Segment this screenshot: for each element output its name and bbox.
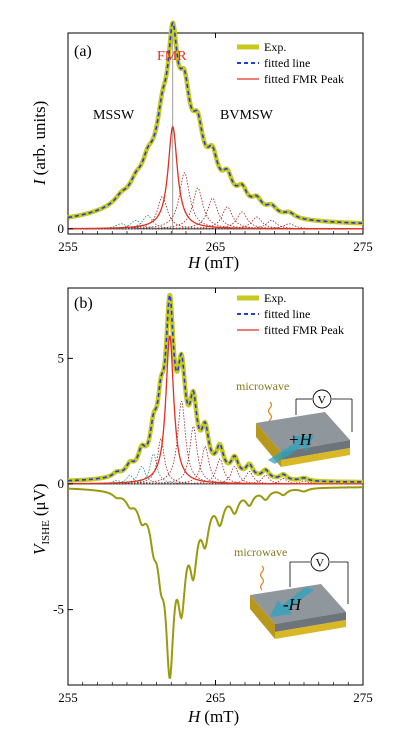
panel-a-legend: Exp. fitted line fitted FMR Peak [237, 40, 344, 86]
panel-b-xlabel: H (mT) [187, 707, 239, 726]
substrate-yellow-left-2 [250, 595, 275, 639]
legend-b-fmr-label: fitted FMR Peak [264, 323, 344, 337]
fmr-annotation: FMR [157, 49, 187, 64]
panel-a-xlabel: H (mT) [187, 253, 239, 272]
panel-b-xtick-label-1: 265 [206, 690, 226, 705]
panel-a-ylabel-unit: (arb. units) [30, 101, 49, 176]
mssw-annotation: MSSW [93, 108, 135, 123]
substrate-yellow [281, 448, 350, 467]
field-arrow-icon [268, 436, 314, 464]
panel-a-ylabel-var: I [30, 178, 49, 186]
sample-side [281, 440, 350, 460]
field-label-2: -H [283, 595, 303, 614]
substrate-yellow-2 [275, 620, 346, 639]
microwave-label-2: microwave [234, 545, 287, 559]
panel-a-xtick-label-2: 275 [353, 239, 373, 254]
panel-b-xlabel-unit: (mT) [204, 707, 239, 726]
panel-b-xtick-label-2: 275 [353, 690, 373, 705]
panel-a-xtick-label-0: 255 [58, 239, 78, 254]
panel-a-ytick-label-0: 0 [58, 221, 65, 236]
panel-b-ytick-label-2: -5 [53, 602, 64, 617]
panel-a-ticks: 255 265 275 0 [58, 33, 373, 254]
panel-b-negative-field-line [67, 486, 363, 680]
panel-a-exp-line [66, 20, 365, 226]
panel-b-xlabel-var: H [187, 707, 202, 726]
panel-b-fitted-line [67, 294, 364, 483]
panel-b-legend: Exp. fitted line fitted FMR Peak [237, 291, 344, 337]
panel-b-ytick-label-1: 0 [58, 476, 65, 491]
panel-a-label: (a) [74, 43, 92, 60]
legend-fitted-label: fitted line [264, 56, 310, 70]
voltmeter-label: V [318, 393, 327, 407]
microwave-wave-icon-2 [259, 565, 265, 591]
panel-b-ticks: 255 265 275 5 0 -5 [53, 288, 373, 705]
panel-a: 255 265 275 0 (a) FMR MSSW BVMSW Exp. fitte… [30, 20, 373, 272]
panel-b-ylabel: VISHE (μV) [30, 483, 52, 555]
panel-b-ytick-label-0: 5 [58, 350, 65, 365]
panel-a-sub-peak-7 [68, 206, 363, 230]
voltmeter-label-2: V [316, 556, 325, 570]
panel-a-fitted-line [67, 21, 364, 225]
panel-a-xlabel-var: H [187, 253, 202, 272]
panel-a-xtick-label-1: 265 [206, 239, 226, 254]
panel-b-ylabel-var: V [30, 542, 49, 555]
field-label: +H [288, 430, 313, 449]
sample-side-2 [275, 612, 346, 632]
inset-positive-field: V microwave +H [236, 379, 353, 467]
bvmsw-annotation: BVMSW [220, 108, 274, 123]
panel-b-series [66, 292, 365, 680]
legend-fmr-label: fitted FMR Peak [264, 72, 344, 86]
inset-negative-field: V microwave -H [234, 545, 349, 639]
legend-b-exp-label: Exp. [264, 291, 286, 305]
panel-b-label: (b) [74, 295, 93, 312]
legend-exp-label: Exp. [264, 40, 286, 54]
legend-b-fitted-label: fitted line [264, 307, 310, 321]
panel-b-ylabel-unit: (μV) [30, 483, 49, 516]
microwave-label: microwave [236, 379, 289, 393]
panel-b-fmr-peak [68, 335, 363, 485]
voltmeter-icon [312, 389, 332, 409]
field-arrow-icon-2 [270, 587, 314, 617]
panel-a-series [66, 20, 365, 234]
panel-b-xtick-label-0: 255 [58, 690, 78, 705]
panel-b-ylabel-sub: ISHE [40, 520, 52, 545]
panel-b: 255 265 275 5 0 -5 (b) Exp. fitted line fitte… [30, 287, 373, 726]
panel-a-fmr-peak [67, 126, 363, 230]
sample-top [256, 412, 350, 452]
panel-a-xlabel-unit: (mT) [204, 253, 239, 272]
voltmeter-icon-2 [310, 552, 330, 572]
panel-a-ylabel: I (arb. units) [30, 101, 49, 186]
